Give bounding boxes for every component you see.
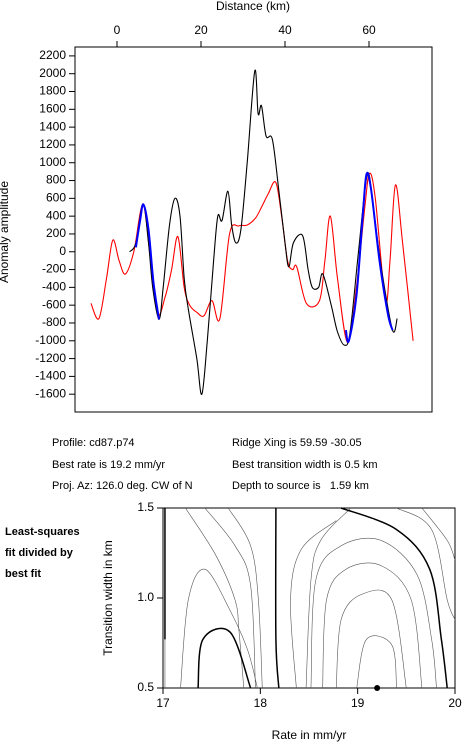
- contour-line: [310, 537, 437, 689]
- x-tick-label: 20: [448, 696, 462, 710]
- y-label: Transition width in km: [101, 540, 115, 656]
- y-tick-label: -1400: [35, 369, 66, 383]
- y-tick-label: 1800: [39, 84, 66, 98]
- contour-title: Least-squares: [5, 526, 80, 538]
- best-fit-point: [374, 685, 381, 691]
- y-tick-label: 1.5: [137, 500, 154, 514]
- note: Best rate is 19.2 mm/yr: [52, 459, 165, 471]
- top-frame: [74, 46, 433, 413]
- x-tick-label: 18: [254, 696, 268, 710]
- contour-line: [227, 507, 263, 689]
- y-tick-label: 2000: [39, 66, 66, 80]
- y-tick-label: -200: [42, 262, 66, 276]
- contour-line: [290, 520, 337, 689]
- x-tick-label: 60: [362, 23, 376, 37]
- y-tick-label: -1000: [35, 333, 66, 347]
- contour-line: [396, 507, 456, 620]
- contour-line: [274, 507, 280, 689]
- y-tick-label: 400: [46, 208, 66, 222]
- note: Best transition width is 0.5 km: [232, 459, 378, 471]
- series-line: [129, 69, 398, 395]
- y-tick-label: 0: [59, 244, 66, 258]
- y-tick-label: 600: [46, 191, 66, 205]
- y-tick-label: -1200: [35, 351, 66, 365]
- y-label: Anomaly amplitude: [0, 181, 11, 283]
- y-tick-label: -600: [42, 297, 66, 311]
- x-tick-label: 40: [278, 23, 292, 37]
- note: Depth to source is 1.59 km: [232, 480, 369, 492]
- y-tick-label: -1600: [35, 386, 66, 400]
- y-tick-label: 2200: [39, 48, 66, 62]
- contour-line: [335, 589, 407, 689]
- note: Profile: cd87.p74: [52, 437, 135, 449]
- contour-line: [421, 507, 456, 561]
- x-tick-label: 17: [156, 696, 170, 710]
- series-line: [344, 171, 394, 344]
- contour-line: [197, 627, 252, 689]
- y-tick-label: 1200: [39, 137, 66, 151]
- bottom-frame: [162, 507, 456, 689]
- x-tick-label: 0: [114, 23, 121, 37]
- contour-line: [322, 562, 423, 689]
- series-line: [134, 203, 160, 320]
- x-label: Rate in mm/yr: [272, 728, 347, 742]
- top-title: Distance (km): [216, 0, 290, 13]
- contour-line: [305, 507, 352, 689]
- y-tick-label: -400: [42, 280, 66, 294]
- contour-line: [180, 568, 258, 689]
- contour-title: best fit: [5, 568, 41, 580]
- y-tick-label: 1.0: [137, 590, 154, 604]
- note: Proj. Az: 126.0 deg. CW of N: [52, 480, 193, 492]
- note: Ridge Xing is 59.59 -30.05: [232, 437, 362, 449]
- contour-line: [204, 507, 256, 689]
- x-tick-label: 19: [351, 696, 365, 710]
- y-tick-label: 1400: [39, 119, 66, 133]
- x-tick-label: 20: [194, 23, 208, 37]
- contour-line: [185, 507, 245, 689]
- contour-line: [356, 635, 397, 689]
- y-tick-label: 1000: [39, 155, 66, 169]
- y-tick-label: -800: [42, 315, 66, 329]
- y-tick-label: 1600: [39, 101, 66, 115]
- contour-line: [340, 507, 448, 689]
- contour-title: fit divided by: [5, 547, 74, 559]
- y-tick-label: 800: [46, 173, 66, 187]
- y-tick-label: 200: [46, 226, 66, 240]
- y-tick-label: 0.5: [137, 680, 154, 694]
